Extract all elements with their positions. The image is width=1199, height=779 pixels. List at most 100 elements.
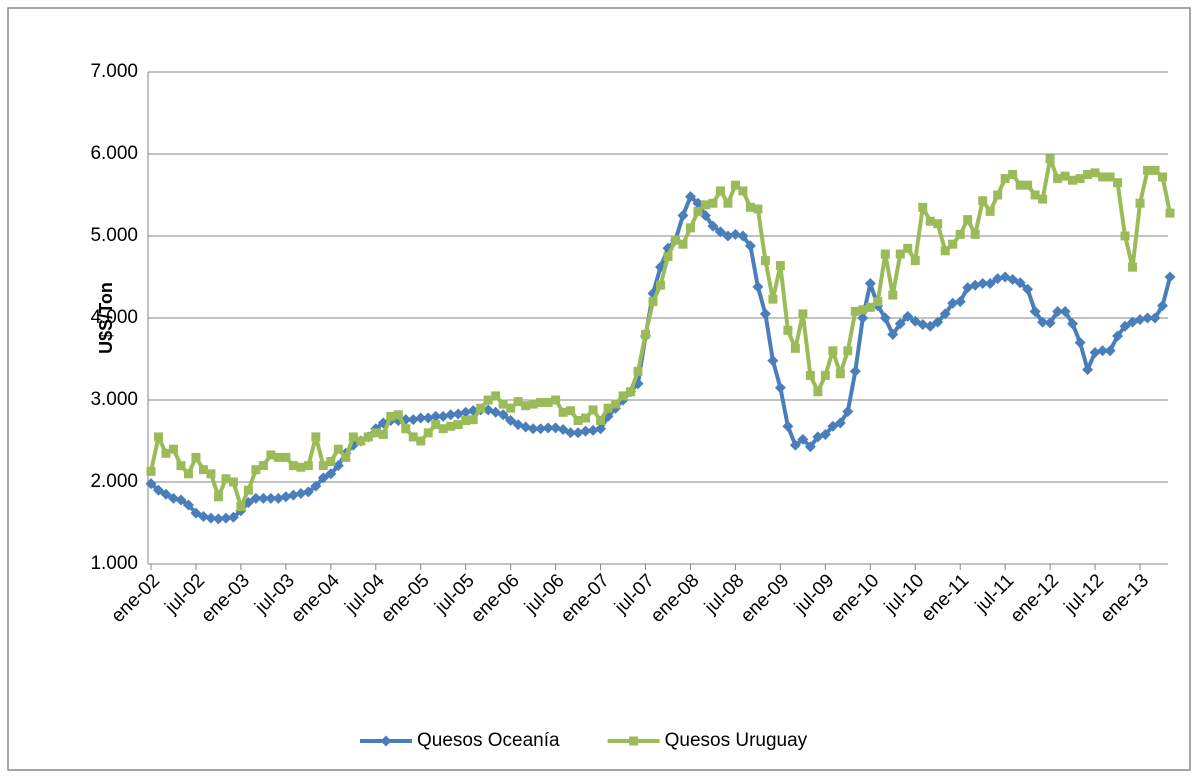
data-point [663, 252, 673, 261]
data-point [1030, 190, 1040, 200]
data-point [528, 399, 538, 409]
data-point [1090, 168, 1100, 178]
data-point [573, 416, 583, 425]
data-point [551, 395, 561, 405]
data-point [1014, 277, 1026, 289]
data-point [1068, 175, 1078, 185]
data-point [789, 439, 801, 451]
data-point [715, 186, 725, 196]
data-point [281, 452, 291, 462]
data-point [160, 488, 172, 500]
data-point [1074, 337, 1086, 349]
data-point [371, 428, 381, 438]
y-tick-label: 3.000 [90, 389, 138, 410]
data-point [566, 406, 576, 416]
data-point [670, 235, 680, 245]
data-point [588, 405, 598, 415]
data-point [497, 409, 509, 421]
data-point [212, 513, 224, 525]
data-point [423, 428, 433, 438]
data-point [1097, 345, 1109, 357]
data-point [804, 441, 816, 453]
data-point [416, 436, 426, 446]
data-point [790, 343, 800, 353]
data-point [782, 420, 794, 432]
data-point [947, 297, 959, 309]
data-point [363, 432, 373, 442]
data-point [954, 296, 966, 308]
data-point [626, 387, 636, 397]
data-point [498, 399, 508, 409]
data-point [295, 487, 307, 499]
data-point [227, 511, 239, 523]
data-point [963, 215, 973, 225]
data-point [491, 391, 501, 401]
data-point [258, 461, 268, 471]
data-point [1119, 320, 1131, 332]
data-point [280, 491, 292, 503]
data-point [1023, 180, 1033, 190]
data-point [805, 370, 815, 380]
data-point [932, 316, 944, 328]
data-point [266, 450, 276, 460]
data-point [250, 492, 262, 504]
legend-swatch-marker [380, 735, 392, 747]
data-point [1037, 316, 1049, 328]
data-point [744, 240, 756, 252]
data-point [775, 261, 785, 271]
data-point [894, 318, 906, 330]
data-point [341, 452, 351, 462]
data-point [161, 448, 171, 458]
data-point [408, 432, 418, 442]
data-point [1150, 165, 1160, 175]
data-point [1067, 318, 1079, 330]
data-point [753, 204, 763, 214]
data-point [513, 397, 523, 407]
data-point [430, 410, 442, 422]
data-point [992, 273, 1004, 285]
data-point [506, 403, 516, 413]
data-point [401, 424, 411, 434]
data-point [970, 229, 980, 239]
data-point [182, 499, 194, 511]
data-point [738, 186, 748, 196]
data-point [580, 425, 592, 437]
data-point [1029, 305, 1041, 317]
data-point [550, 422, 562, 434]
data-point [641, 329, 651, 339]
data-point [205, 512, 217, 524]
data-point [611, 399, 621, 409]
data-point [302, 486, 314, 498]
data-point [888, 290, 898, 300]
data-point [857, 312, 869, 324]
data-point [356, 436, 366, 446]
data-point [849, 365, 861, 377]
data-point [1157, 300, 1169, 312]
data-point [879, 312, 891, 324]
data-point [730, 180, 740, 190]
data-point [296, 462, 306, 472]
data-point [176, 461, 186, 471]
data-point [431, 420, 441, 430]
data-point [933, 219, 943, 229]
data-point [527, 423, 539, 435]
data-point [978, 196, 988, 206]
data-point [303, 461, 313, 471]
data-point [1044, 317, 1056, 329]
data-point [939, 308, 951, 320]
data-point [272, 492, 284, 504]
data-point [505, 415, 517, 426]
data-point [1128, 262, 1138, 272]
data-point [1082, 364, 1094, 376]
data-point [558, 407, 568, 417]
data-point [310, 480, 322, 492]
data-point [476, 403, 486, 413]
data-point [1089, 346, 1101, 358]
data-point [723, 198, 733, 208]
data-point [993, 190, 1003, 200]
data-point [595, 423, 607, 435]
data-point [1149, 312, 1161, 324]
data-point [326, 457, 336, 466]
data-point [183, 469, 193, 479]
